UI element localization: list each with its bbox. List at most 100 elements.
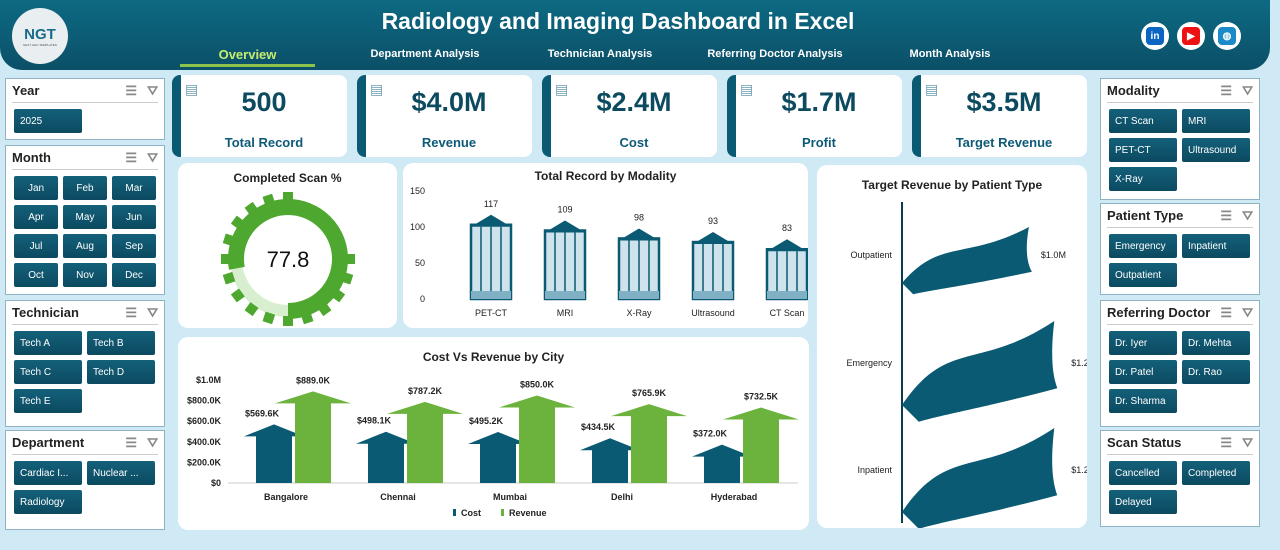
- clear-filter-icon[interactable]: ⛛: [147, 82, 158, 98]
- multi-select-icon[interactable]: ☰: [1220, 434, 1233, 450]
- slicer-department: Department ☰ ⛛ Cardiac I... Nuclear ... Radio…: [5, 430, 165, 530]
- bar-cost-hyderabad: [692, 444, 752, 483]
- slicer-item-dr-mehta[interactable]: Dr. Mehta: [1182, 331, 1250, 355]
- slicer-item-nov[interactable]: Nov: [63, 263, 107, 287]
- completed-scan-doughnut: 77.8: [221, 192, 355, 326]
- kpi-label: Total Record: [224, 135, 304, 150]
- money-bag-icon: ▤: [740, 81, 754, 97]
- tab-technician-analysis[interactable]: Technician Analysis: [547, 48, 653, 60]
- slicer-item-dr-sharma[interactable]: Dr. Sharma: [1109, 389, 1177, 413]
- slicer-item-outpatient[interactable]: Outpatient: [1109, 263, 1177, 287]
- slicer-item-tech-a[interactable]: Tech A: [14, 331, 82, 355]
- slicer-patient-type: Patient Type ☰ ⛛ Emergency Inpatient Outpatie…: [1100, 203, 1260, 295]
- y-tick-label: 50: [415, 258, 425, 268]
- slicer-item-tech-d[interactable]: Tech D: [87, 360, 155, 384]
- globe-button[interactable]: ◍: [1213, 22, 1241, 50]
- slicer-item-cancelled[interactable]: Cancelled: [1109, 461, 1177, 485]
- doughnut-label: 77.8: [267, 247, 310, 272]
- slicer-item-emergency[interactable]: Emergency: [1109, 234, 1177, 258]
- slicer-item-inpatient[interactable]: Inpatient: [1182, 234, 1250, 258]
- bar-x-ray: 98 X-Ray: [617, 212, 661, 318]
- slicer-item-feb[interactable]: Feb: [63, 176, 107, 200]
- youtube-button[interactable]: ▶: [1177, 22, 1205, 50]
- multi-select-icon[interactable]: ☰: [1220, 304, 1233, 320]
- data-label: $498.1K: [357, 416, 392, 426]
- slicer-item-dr-rao[interactable]: Dr. Rao: [1182, 360, 1250, 384]
- slicer-item-mri[interactable]: MRI: [1182, 109, 1250, 133]
- logo-subtext: NEXT GEN TEMPLATES: [23, 42, 57, 47]
- slicer-item-ct-scan[interactable]: CT Scan: [1109, 109, 1177, 133]
- tab-month-analysis[interactable]: Month Analysis: [909, 48, 991, 60]
- slicer-item-sep[interactable]: Sep: [112, 234, 156, 258]
- tab-overview[interactable]: Overview: [180, 47, 315, 67]
- multi-select-icon[interactable]: ☰: [125, 82, 138, 98]
- logo: NGT NEXT GEN TEMPLATES: [12, 8, 68, 64]
- clear-filter-icon[interactable]: ⛛: [1242, 304, 1253, 320]
- data-label: $569.6K: [245, 408, 280, 418]
- bar-base: [471, 291, 511, 299]
- slicer-item-jun[interactable]: Jun: [112, 205, 156, 229]
- slicer-item-dr-iyer[interactable]: Dr. Iyer: [1109, 331, 1177, 355]
- bar-cost-chennai: [356, 431, 416, 483]
- slicer-item-tech-e[interactable]: Tech E: [14, 389, 82, 413]
- clear-filter-icon[interactable]: ⛛: [147, 304, 158, 320]
- slicer-item-nuclear[interactable]: Nuclear ...: [87, 461, 155, 485]
- clear-filter-icon[interactable]: ⛛: [1242, 434, 1253, 450]
- slicer-item-apr[interactable]: Apr: [14, 205, 58, 229]
- bar-revenue-hyderabad: [723, 407, 799, 483]
- doughnut-gear-tooth: [283, 192, 293, 202]
- bar-base: [545, 291, 585, 299]
- slicer-item-cardiac-i[interactable]: Cardiac I...: [14, 461, 82, 485]
- bar-cap: [767, 239, 807, 252]
- slicer-item-tech-c[interactable]: Tech C: [14, 360, 82, 384]
- linkedin-button[interactable]: in: [1141, 22, 1169, 50]
- doughnut-gear-tooth: [283, 316, 293, 326]
- slicer-item-radiology[interactable]: Radiology: [14, 490, 82, 514]
- slicer-item-2025[interactable]: 2025: [14, 109, 82, 133]
- multi-select-icon[interactable]: ☰: [1220, 207, 1233, 223]
- x-tick-label: Bangalore: [264, 492, 308, 502]
- x-tick-label: Ultrasound: [691, 308, 735, 318]
- tab-department-analysis[interactable]: Department Analysis: [370, 48, 480, 60]
- slicer-item-dec[interactable]: Dec: [112, 263, 156, 287]
- slicer-item-ultrasound[interactable]: Ultrasound: [1182, 138, 1250, 162]
- clear-filter-icon[interactable]: ⛛: [1242, 207, 1253, 223]
- data-label: 109: [557, 205, 572, 215]
- slicer-item-dr-patel[interactable]: Dr. Patel: [1109, 360, 1177, 384]
- clear-filter-icon[interactable]: ⛛: [147, 149, 158, 165]
- y-tick-label: Inpatient: [857, 465, 892, 475]
- kpi-total-record: ▤ 500 Total Record: [172, 75, 347, 157]
- slicer-item-may[interactable]: May: [63, 205, 107, 229]
- doughnut-gear-tooth: [331, 288, 346, 303]
- multi-select-icon[interactable]: ☰: [1220, 82, 1233, 98]
- clear-filter-icon[interactable]: ⛛: [147, 434, 158, 450]
- slicer-item-mar[interactable]: Mar: [112, 176, 156, 200]
- slicer-item-delayed[interactable]: Delayed: [1109, 490, 1177, 514]
- slicer-month: Month ☰ ⛛ Jan Feb Mar Apr May Jun Jul Aug Sep Oct Nov…: [5, 145, 165, 295]
- tab-referring-doctor-analysis[interactable]: Referring Doctor Analysis: [707, 48, 843, 60]
- slicer-item-x-ray[interactable]: X-Ray: [1109, 167, 1177, 191]
- data-label: 83: [782, 223, 792, 233]
- slicer-item-completed[interactable]: Completed: [1182, 461, 1250, 485]
- clear-filter-icon[interactable]: ⛛: [1242, 82, 1253, 98]
- slicer-item-oct[interactable]: Oct: [14, 263, 58, 287]
- slicer-item-tech-b[interactable]: Tech B: [87, 331, 155, 355]
- slicer-item-aug[interactable]: Aug: [63, 234, 107, 258]
- data-label: 98: [634, 212, 644, 222]
- slicer-item-jul[interactable]: Jul: [14, 234, 58, 258]
- slicer-item-pet-ct[interactable]: PET-CT: [1109, 138, 1177, 162]
- header-banner: NGT NEXT GEN TEMPLATES Radiology and Imag…: [0, 0, 1270, 70]
- slicer-title: Technician: [12, 305, 79, 320]
- cost-revenue-chart: $0 $200.0K $400.0K $600.0K $800.0K $1.0M $569.…: [187, 375, 799, 518]
- bar-emergency: [902, 321, 1058, 422]
- doughnut-gear-tooth: [222, 233, 236, 247]
- multi-select-icon[interactable]: ☰: [125, 434, 138, 450]
- slicer-title: Modality: [1107, 83, 1160, 98]
- slicer-item-jan[interactable]: Jan: [14, 176, 58, 200]
- youtube-icon: ▶: [1182, 27, 1200, 45]
- linkedin-icon: in: [1146, 27, 1164, 45]
- multi-select-icon[interactable]: ☰: [125, 304, 138, 320]
- data-label: $1.0M: [1041, 250, 1066, 260]
- revenue-chart-icon: ▤: [370, 81, 384, 97]
- multi-select-icon[interactable]: ☰: [125, 149, 138, 165]
